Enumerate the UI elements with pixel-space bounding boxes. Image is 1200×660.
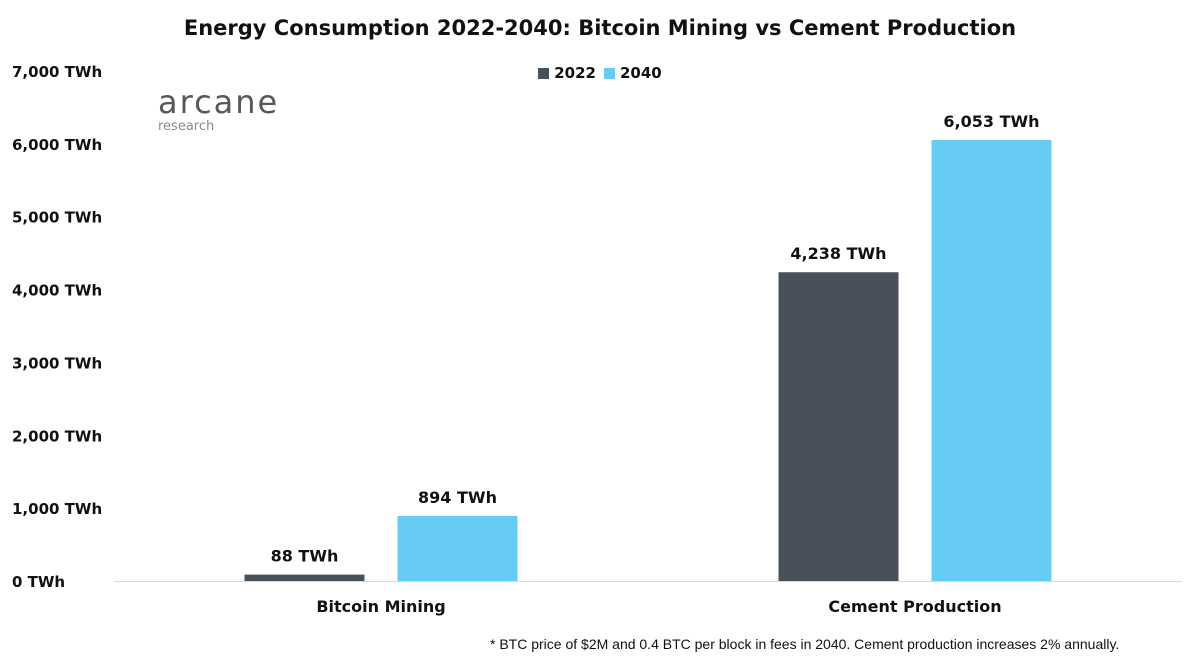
- bar: [931, 139, 1052, 581]
- y-tick-label: 2,000 TWh: [12, 427, 102, 445]
- bar: [397, 515, 518, 581]
- y-tick-label: 4,000 TWh: [12, 282, 102, 300]
- y-tick-label: 0 TWh: [12, 573, 65, 591]
- footnote: * BTC price of $2M and 0.4 BTC per block…: [490, 636, 1120, 652]
- chart-legend: 2022 2040: [0, 64, 1200, 82]
- data-label: 4,238 TWh: [790, 244, 886, 263]
- logo-brand: arcane: [158, 83, 280, 121]
- y-tick-label: 3,000 TWh: [12, 354, 102, 372]
- legend-swatch-2040: [604, 67, 615, 79]
- data-label: 6,053 TWh: [943, 112, 1039, 131]
- bar: [778, 272, 899, 581]
- legend-label-2022: 2022: [554, 64, 596, 82]
- x-tick-label: Bitcoin Mining: [316, 597, 445, 616]
- data-label: 88 TWh: [271, 547, 339, 566]
- logo-sub: research: [158, 119, 215, 134]
- x-tick-label: Cement Production: [828, 597, 1001, 616]
- y-tick-label: 5,000 TWh: [12, 209, 102, 227]
- legend-item-2022: 2022: [538, 64, 596, 82]
- legend-label-2040: 2040: [620, 64, 662, 82]
- y-tick-label: 1,000 TWh: [12, 500, 102, 518]
- y-tick-label: 6,000 TWh: [12, 136, 102, 154]
- legend-swatch-2022: [538, 67, 550, 79]
- chart-title: Energy Consumption 2022-2040: Bitcoin Mi…: [183, 16, 1017, 40]
- arcane-research-logo: arcane research: [158, 86, 279, 134]
- y-tick-label: 7,000 TWh: [12, 63, 102, 81]
- bar: [244, 574, 365, 581]
- legend-item-2040: 2040: [604, 64, 662, 82]
- data-label: 894 TWh: [418, 488, 497, 507]
